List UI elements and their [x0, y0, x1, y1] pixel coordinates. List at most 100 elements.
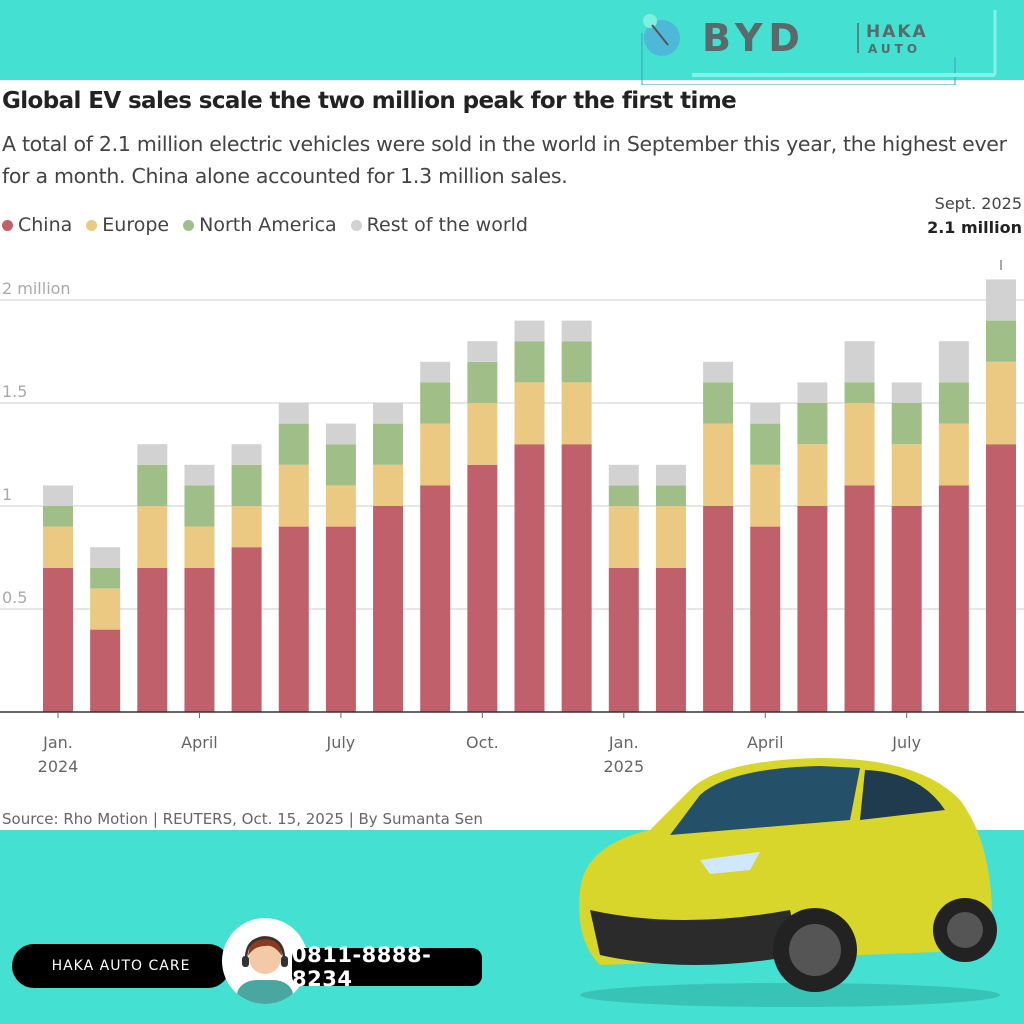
bar-segment-europe	[703, 423, 734, 506]
bar-segment-europe	[420, 423, 451, 486]
bar-segment-china	[373, 506, 404, 712]
bar-segment-europe	[90, 588, 121, 630]
bar-segment-rest-of-the-world	[325, 423, 356, 445]
legend-item-rest: Rest of the world	[350, 214, 528, 236]
bar-segment-north-america	[703, 382, 734, 424]
chart-subtitle: A total of 2.1 million electric vehicles…	[2, 132, 1007, 188]
phone-number[interactable]: 0811-8888-8234	[292, 943, 482, 991]
bar-segment-north-america	[608, 485, 639, 506]
car-image	[579, 758, 1000, 1007]
bar-segment-china	[608, 567, 639, 712]
x-tick-label: April	[181, 733, 218, 752]
bar-segment-europe	[938, 423, 969, 486]
y-tick-label: 0.5	[2, 588, 27, 607]
bar-segment-rest-of-the-world	[278, 403, 309, 424]
legend: China Europe North America Rest of the w…	[2, 214, 528, 236]
bar-segment-rest-of-the-world	[420, 361, 451, 383]
y-tick-label: 1.5	[2, 382, 27, 401]
legend-label: Rest of the world	[366, 214, 528, 236]
bar-segment-rest-of-the-world	[231, 444, 262, 465]
legend-item-europe: Europe	[86, 214, 169, 236]
bar-segment-north-america	[278, 423, 309, 465]
legend-label: China	[18, 214, 73, 236]
bar-segment-china	[891, 506, 922, 712]
bar-segment-rest-of-the-world	[43, 485, 73, 506]
bar-segment-north-america	[43, 506, 73, 527]
bar-segment-china	[938, 485, 969, 712]
bar-segment-china	[703, 506, 734, 712]
bar-segment-north-america	[231, 464, 262, 506]
legend-label: Europe	[102, 214, 170, 236]
legend-swatch	[86, 219, 98, 231]
bar-segment-rest-of-the-world	[608, 464, 639, 486]
stacked-bar-chart: 0.5 1 1.5 2 million Jan. 2024 April July Oct. Jan…	[0, 260, 1024, 776]
bar-segment-europe	[184, 526, 215, 568]
bar-segment-europe	[278, 464, 309, 527]
bar-segment-north-america	[467, 361, 498, 403]
bar-segment-europe	[797, 444, 828, 506]
x-tick-label: Oct.	[466, 733, 499, 752]
bar-segment-rest-of-the-world	[938, 341, 969, 383]
bar-segment-europe	[231, 506, 262, 548]
y-tick-label: 1	[2, 485, 12, 504]
bar-segment-europe	[561, 382, 592, 445]
haka-auto-care-button[interactable]: HAKA AUTO CARE	[12, 944, 230, 988]
legend-item-north-america: North America	[183, 214, 337, 236]
x-tick-label: Jan.	[42, 733, 73, 752]
bar-segment-north-america	[325, 444, 356, 486]
bar-segment-rest-of-the-world	[373, 403, 404, 424]
bar-segment-rest-of-the-world	[797, 382, 828, 403]
x-tick-label: July	[891, 733, 921, 752]
bar-segment-north-america	[750, 423, 781, 465]
bar-segment-china	[561, 444, 592, 712]
annotation-label: Sept. 2025	[934, 194, 1022, 213]
x-tick-label: April	[747, 733, 784, 752]
bar-segment-china	[137, 567, 168, 712]
bar-segment-china	[750, 526, 781, 712]
bar-segment-china	[325, 526, 356, 712]
svg-text:AUTO: AUTO	[868, 42, 921, 56]
bar-segment-rest-of-the-world	[844, 341, 875, 383]
x-tick-year: 2025	[603, 757, 644, 776]
bar-segment-china	[986, 444, 1016, 712]
bar-segment-rest-of-the-world	[514, 320, 545, 342]
x-tick-label: July	[326, 733, 356, 752]
bar-segment-north-america	[797, 403, 828, 445]
x-tick-label: Jan.	[608, 733, 639, 752]
bar-segment-europe	[514, 382, 545, 445]
bar-segment-china	[420, 485, 451, 712]
bar-segment-rest-of-the-world	[750, 403, 781, 424]
bar-segment-north-america	[986, 320, 1016, 362]
bar-segment-north-america	[655, 485, 686, 506]
bar-segment-rest-of-the-world	[467, 341, 498, 362]
bar-segment-north-america	[514, 341, 545, 383]
byd-haka-logo: BYD HAKA AUTO	[641, 10, 997, 85]
bar-segment-north-america	[938, 382, 969, 424]
bar-segment-china	[43, 567, 73, 712]
bar-segment-china	[231, 547, 262, 712]
bar-segment-china	[844, 485, 875, 712]
bar-segment-europe	[43, 526, 73, 568]
bar-segment-china	[797, 506, 828, 712]
bar-segment-china	[655, 567, 686, 712]
bar-segment-rest-of-the-world	[655, 464, 686, 486]
bar-segment-europe	[844, 403, 875, 486]
bar-segment-china	[278, 526, 309, 712]
bar-segment-rest-of-the-world	[703, 361, 734, 383]
x-tick-year: 2024	[38, 757, 79, 776]
bar-segment-europe	[655, 506, 686, 568]
bar-segment-europe	[891, 444, 922, 506]
bar-segment-europe	[325, 485, 356, 527]
bar-segment-north-america	[184, 485, 215, 527]
bar-segment-china	[514, 444, 545, 712]
bar-segment-north-america	[373, 423, 404, 465]
bar-segment-north-america	[891, 403, 922, 445]
bar-segment-north-america	[90, 567, 121, 589]
bar-segment-europe	[750, 464, 781, 527]
bar-segment-rest-of-the-world	[891, 382, 922, 403]
bar-segment-europe	[608, 506, 639, 568]
chart-title: Global EV sales scale the two million pe…	[2, 88, 737, 114]
svg-text:BYD: BYD	[702, 16, 806, 60]
bar-segment-china	[184, 567, 215, 712]
bar-segment-north-america	[844, 382, 875, 403]
